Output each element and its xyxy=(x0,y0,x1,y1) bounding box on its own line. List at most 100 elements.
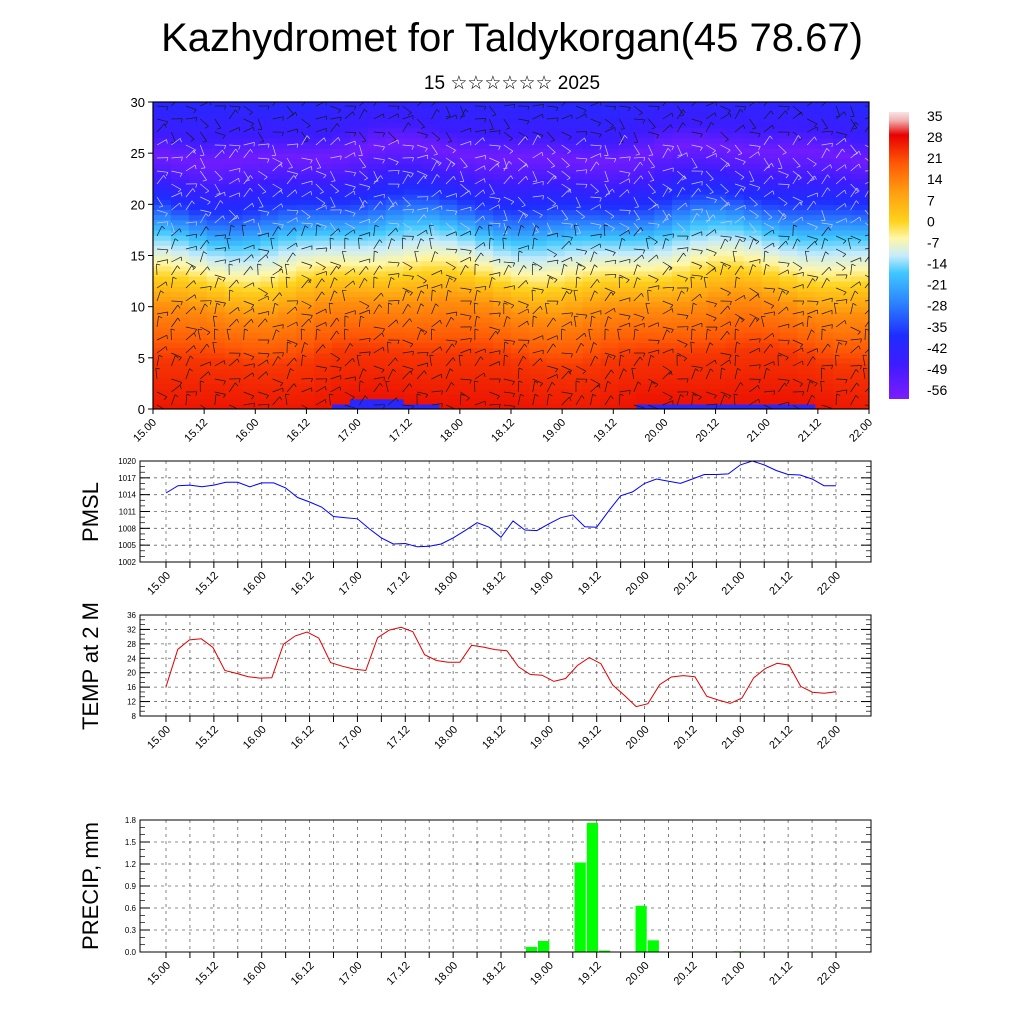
wind-barb-flag xyxy=(357,354,362,357)
wind-barb xyxy=(706,300,717,305)
wind-barb xyxy=(431,303,436,315)
wind-barb xyxy=(156,105,169,108)
wind-barb xyxy=(228,382,236,393)
wind-barb xyxy=(691,231,702,237)
heatmap-cell xyxy=(403,224,423,231)
heatmap-cell xyxy=(851,173,869,180)
wind-barb xyxy=(416,238,422,250)
heatmap-cell xyxy=(188,127,208,134)
heatmap-cell xyxy=(153,158,172,164)
heatmap-cell xyxy=(636,183,655,190)
wind-barb xyxy=(358,368,364,380)
heatmap-cell xyxy=(296,306,315,313)
heatmap-cell xyxy=(260,122,279,129)
wind-barb-flag xyxy=(526,120,530,125)
wind-barb xyxy=(792,322,803,328)
heatmap-cell xyxy=(457,204,476,211)
heatmap-cell xyxy=(636,265,655,272)
wind-barb xyxy=(228,358,238,367)
heatmap-cell xyxy=(761,296,781,303)
wind-barb-flag xyxy=(186,393,191,397)
wind-barb xyxy=(720,235,732,238)
wind-barb xyxy=(286,357,295,367)
heatmap-cell xyxy=(421,163,440,170)
heatmap-cell xyxy=(224,122,244,129)
heatmap-cell xyxy=(851,270,869,277)
wind-barb xyxy=(388,222,400,225)
wind-barb xyxy=(171,256,182,263)
wind-barb xyxy=(590,264,595,276)
wind-barb-flag xyxy=(607,316,612,320)
heatmap-cell xyxy=(797,199,816,205)
wind-barb xyxy=(344,343,351,354)
wind-barb-flag xyxy=(764,250,769,254)
heatmap-cell xyxy=(278,163,297,170)
wind-barb xyxy=(315,261,326,268)
wind-barb-flag xyxy=(249,187,253,192)
wind-barb xyxy=(474,202,484,211)
heatmap-cell xyxy=(421,158,440,164)
wind-barb xyxy=(474,285,486,289)
wind-barb-flag xyxy=(344,237,349,240)
heatmap-cell xyxy=(815,368,834,374)
wind-barb-flag xyxy=(527,340,530,345)
heatmap-cell xyxy=(600,194,619,200)
wind-barb xyxy=(286,175,295,185)
wind-barb-flag xyxy=(252,308,255,313)
heatmap-cell xyxy=(170,142,190,149)
heatmap-cell xyxy=(815,178,834,185)
wind-barb-flag xyxy=(498,312,501,317)
wind-barb-flag xyxy=(844,134,847,139)
heatmap-cell xyxy=(636,245,655,251)
heatmap-cell xyxy=(743,188,763,195)
wind-barb-flag xyxy=(684,344,688,348)
heatmap-cell xyxy=(797,250,816,257)
heatmap-cell xyxy=(421,342,440,349)
wind-barb-flag xyxy=(844,203,847,208)
wind-barb xyxy=(503,339,515,342)
heatmap-cell xyxy=(761,306,781,313)
heatmap-cell xyxy=(260,378,279,385)
heatmap-cell xyxy=(349,112,369,118)
heatmap-cell xyxy=(707,265,727,272)
heatmap-cell xyxy=(314,102,333,108)
heatmap-cell xyxy=(439,245,458,251)
wind-barb-flag xyxy=(237,410,240,413)
heatmap-cell xyxy=(421,209,440,216)
wind-barb-flag xyxy=(664,219,669,221)
wind-barb xyxy=(518,131,528,138)
heatmap-cell xyxy=(206,194,226,200)
wind-barb-flag xyxy=(374,224,379,228)
wind-barb xyxy=(590,131,602,135)
wind-barb xyxy=(691,274,703,277)
wind-barb xyxy=(258,157,270,160)
heatmap-cell xyxy=(170,102,190,108)
heatmap-cell xyxy=(779,347,798,354)
heatmap-cell xyxy=(725,265,745,272)
wind-barb xyxy=(212,342,216,354)
wind-barb xyxy=(171,300,183,302)
wind-barb xyxy=(806,102,814,107)
heatmap-cell xyxy=(582,122,602,129)
wind-barb-flag xyxy=(857,331,861,335)
heatmap-cell xyxy=(493,347,512,354)
heatmap-cell xyxy=(314,362,333,369)
heatmap-cell xyxy=(528,337,548,344)
heatmap-cell xyxy=(546,286,566,292)
wind-barb-flag xyxy=(787,263,790,268)
heatmap-cell xyxy=(618,168,637,175)
wind-barb xyxy=(850,105,855,117)
wind-barb-flag xyxy=(771,163,774,167)
wind-barb-flag xyxy=(387,341,392,344)
wind-barb xyxy=(561,287,573,291)
heatmap-cell xyxy=(779,352,798,359)
heatmap-cell xyxy=(511,306,530,313)
wind-barb xyxy=(820,380,823,393)
heatmap-cell xyxy=(654,316,673,323)
wind-barb-flag xyxy=(610,216,615,219)
wind-barb xyxy=(850,303,854,315)
heatmap-cell xyxy=(296,357,315,364)
heatmap-cell xyxy=(779,127,798,134)
heatmap-cell xyxy=(528,214,548,221)
wind-barb xyxy=(850,281,860,289)
